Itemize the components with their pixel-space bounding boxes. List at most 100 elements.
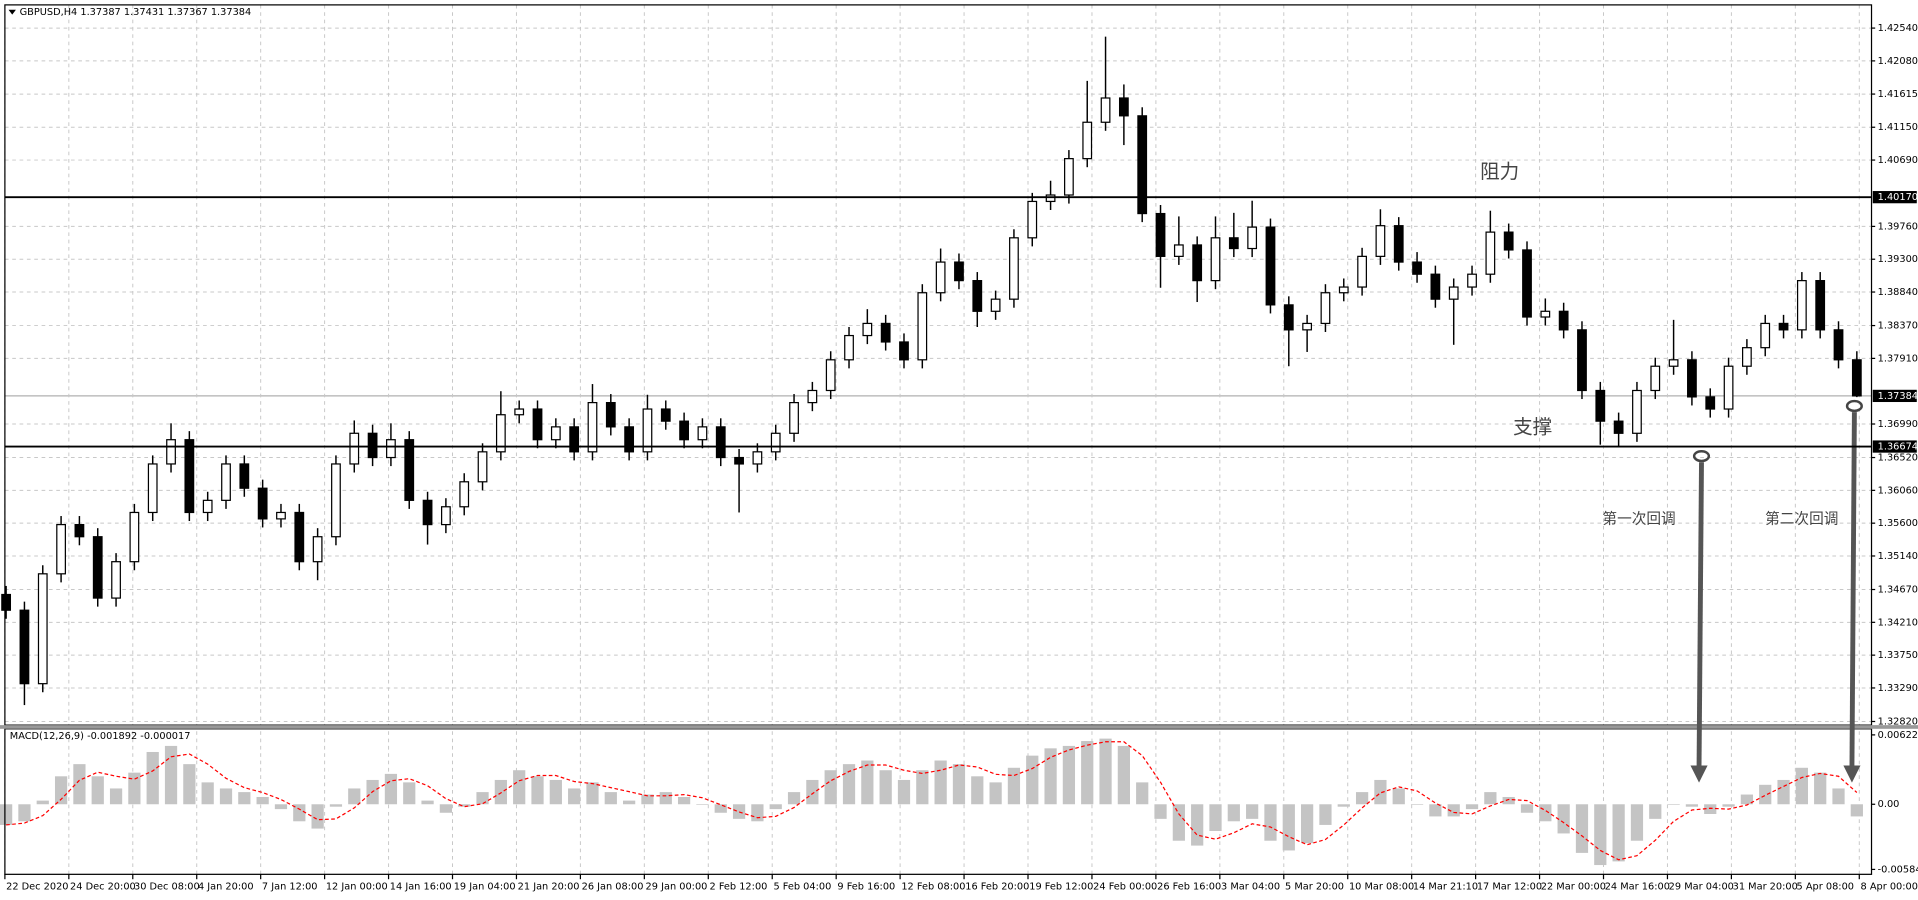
macd-bar <box>1447 804 1460 817</box>
candle-body <box>440 506 451 526</box>
candle-body <box>1705 396 1716 410</box>
macd-bar <box>293 804 306 822</box>
macd-bar <box>641 794 654 805</box>
candle-body <box>1320 292 1331 325</box>
macd-bar <box>1410 804 1424 805</box>
x-tick-label: 5 Apr 08:00 <box>1797 882 1854 893</box>
macd-bar <box>1722 804 1735 807</box>
macd-bar <box>1520 804 1534 813</box>
x-tick-label: 14 Jan 16:00 <box>390 882 452 893</box>
candle-body <box>1522 249 1532 318</box>
pullback-marker <box>1845 399 1863 413</box>
x-tick-label: 26 Jan 08:00 <box>582 882 644 893</box>
macd-bar <box>494 779 507 805</box>
candle-body <box>184 439 195 514</box>
candle-body <box>331 463 341 538</box>
y-tick-label: 1.36060 <box>1878 485 1918 496</box>
candle-body <box>1045 194 1056 203</box>
level-label: 1.40170 <box>1878 192 1918 203</box>
candle-body <box>1 593 12 611</box>
macd-bar <box>1429 804 1442 817</box>
menu-icon <box>8 9 16 15</box>
macd-bar <box>1227 804 1240 822</box>
macd-bar <box>1612 804 1625 862</box>
candle-body <box>1082 121 1093 160</box>
macd-bar <box>1704 804 1717 814</box>
x-tick-label: 12 Jan 00:00 <box>326 882 388 893</box>
macd-bar <box>1502 796 1515 805</box>
candle-body <box>807 389 818 404</box>
candle-body <box>56 523 66 575</box>
x-tick-label: 19 Feb 12:00 <box>1029 882 1093 893</box>
macd-bar <box>1392 788 1405 805</box>
candle-body <box>642 408 653 453</box>
candle-body <box>605 401 616 428</box>
macd-bar <box>696 804 709 805</box>
candle-body <box>1650 365 1661 392</box>
macd-bar <box>219 788 233 805</box>
y-tick-label: 1.39300 <box>1878 254 1918 265</box>
candle-body <box>1027 200 1038 239</box>
macd-bar <box>1759 784 1772 805</box>
y-tick-label: 1.38840 <box>1878 287 1918 298</box>
y-tick-label: 1.34670 <box>1878 585 1918 596</box>
macd-bar <box>787 792 801 805</box>
macd-bar <box>439 804 453 813</box>
x-tick-label: 26 Feb 16:00 <box>1157 882 1221 893</box>
x-tick-label: 29 Jan 00:00 <box>646 882 708 893</box>
macd-bar <box>73 764 86 805</box>
level-marker <box>1872 440 1917 453</box>
macd-bar <box>146 751 159 805</box>
candle-body <box>1283 304 1294 331</box>
candle-body <box>1412 261 1422 275</box>
macd-bar <box>164 745 178 805</box>
x-tick-label: 2 Feb 12:00 <box>710 882 768 893</box>
macd-bar <box>732 804 746 819</box>
candle-body <box>1668 359 1679 367</box>
macd-bar <box>1062 745 1076 805</box>
macd-bar <box>36 800 49 805</box>
macd-bar <box>934 760 947 805</box>
macd-bar <box>714 804 727 813</box>
macd-bar <box>183 764 196 805</box>
macd-bar <box>54 776 68 805</box>
macd-bar <box>403 782 416 805</box>
arrow-head <box>1690 765 1708 783</box>
macd-bar <box>513 770 526 805</box>
y-tick-label: 1.38370 <box>1878 321 1918 332</box>
macd-bar <box>1374 779 1387 805</box>
macd-bar <box>1814 772 1827 805</box>
macd-bar <box>238 792 251 805</box>
candle-body <box>1302 322 1313 331</box>
macd-bar <box>1301 804 1314 844</box>
macd-bar <box>586 782 599 805</box>
macd-bar <box>1795 767 1808 805</box>
macd-bar <box>18 804 31 822</box>
y-tick-label: 1.33750 <box>1878 650 1918 661</box>
macd-bar <box>329 804 343 807</box>
candle-body <box>844 334 854 361</box>
candle-body <box>734 456 744 465</box>
macd-bar <box>971 776 984 805</box>
support-note: 支撑 <box>1513 415 1552 438</box>
macd-bar <box>1282 804 1295 851</box>
candle-body <box>532 408 543 441</box>
x-tick-label: 19 Jan 04:00 <box>454 882 516 893</box>
candle-body <box>129 511 140 563</box>
candle-body <box>202 499 213 514</box>
x-tick-label: 24 Dec 20:00 <box>70 882 136 893</box>
y-tick-label: 1.32820 <box>1878 716 1918 727</box>
macd-bar <box>861 760 874 805</box>
candle-body <box>1357 255 1367 288</box>
candle-body <box>147 463 158 514</box>
candle-body <box>1723 365 1734 410</box>
macd-bar <box>458 804 471 807</box>
macd-bar <box>1319 804 1332 825</box>
macd-bar <box>476 792 489 805</box>
candle-body <box>349 432 360 465</box>
y-tick-label: 1.35600 <box>1878 518 1918 529</box>
x-tick-label: 12 Feb 08:00 <box>901 882 965 893</box>
candle-body <box>1393 225 1404 263</box>
candle-body <box>257 487 268 520</box>
level-label: 1.36674 <box>1878 442 1918 453</box>
